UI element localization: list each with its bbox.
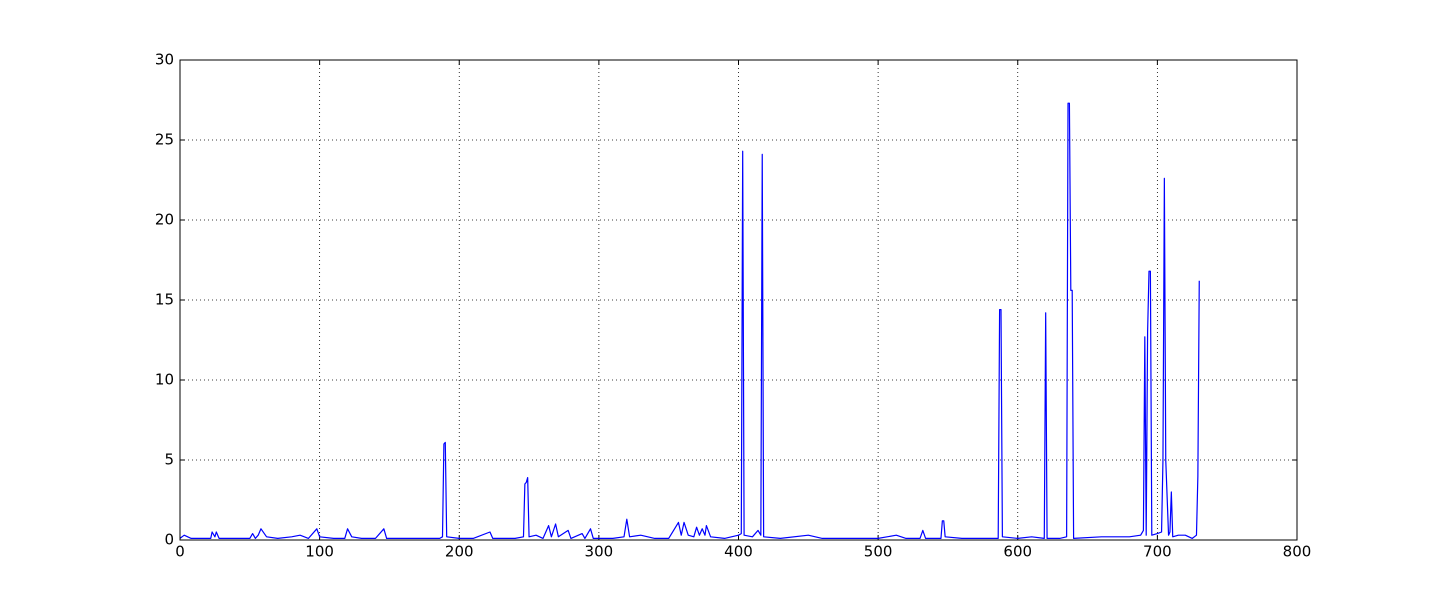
y-tick-label: 20 <box>155 211 174 229</box>
x-tick-label: 200 <box>445 543 474 561</box>
x-tick-label: 700 <box>1143 543 1172 561</box>
y-tick-label: 10 <box>155 371 174 389</box>
x-tick-label: 300 <box>585 543 614 561</box>
x-tick-label: 400 <box>724 543 753 561</box>
x-tick-label: 0 <box>175 543 185 561</box>
x-tick-label: 100 <box>305 543 334 561</box>
data-line <box>179 102 1200 539</box>
x-tick-label: 800 <box>1283 543 1312 561</box>
y-tick-label: 5 <box>164 451 174 469</box>
y-tick-label: 15 <box>155 291 174 309</box>
plot-frame <box>179 59 1298 541</box>
y-tick-label: 25 <box>155 131 174 149</box>
y-tick-label: 30 <box>155 51 174 69</box>
x-tick-label: 500 <box>864 543 893 561</box>
x-tick-label: 600 <box>1003 543 1032 561</box>
y-tick-label: 0 <box>164 531 174 549</box>
